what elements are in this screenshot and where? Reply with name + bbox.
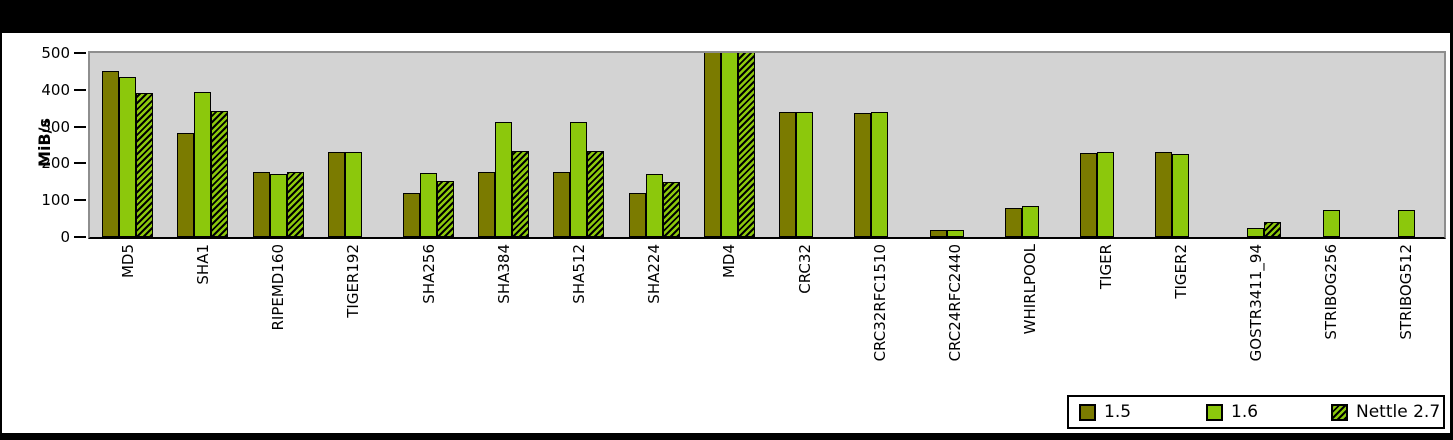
bar-SHA512-Nettle-2.7 bbox=[587, 151, 604, 237]
bar-SHA384-1.6 bbox=[495, 122, 512, 237]
legend-item-1.6: 1.6 bbox=[1206, 397, 1258, 427]
bar-STRIBOG256-1.6 bbox=[1323, 210, 1340, 237]
x-tick-label-GOSTR3411_94: GOSTR3411_94 bbox=[1247, 244, 1265, 362]
y-tick-label-400: 400 bbox=[41, 81, 70, 99]
legend-label: Nettle 2.7 bbox=[1356, 402, 1441, 422]
x-tick-label-SHA384: SHA384 bbox=[495, 244, 513, 304]
x-tick-label-STRIBOG256: STRIBOG256 bbox=[1322, 244, 1340, 340]
bar-WHIRLPOOL-1.5 bbox=[1005, 208, 1022, 237]
bar-CRC24RFC2440-1.5 bbox=[930, 230, 947, 237]
bar-TIGER-1.5 bbox=[1080, 153, 1097, 237]
y-tick-label-200: 200 bbox=[41, 154, 70, 172]
bar-SHA256-Nettle-2.7 bbox=[437, 181, 454, 237]
y-tick-mark-500 bbox=[74, 52, 86, 54]
x-tick-label-SHA256: SHA256 bbox=[420, 244, 438, 304]
x-tick-label-MD5: MD5 bbox=[119, 244, 137, 279]
bar-SHA384-1.5 bbox=[478, 172, 495, 237]
x-tick-label-CRC24RFC2440: CRC24RFC2440 bbox=[946, 244, 964, 362]
y-tick-label-100: 100 bbox=[41, 191, 70, 209]
x-tick-label-SHA224: SHA224 bbox=[645, 244, 663, 304]
bar-GOSTR3411_94-1.6 bbox=[1247, 228, 1264, 237]
y-tick-mark-200 bbox=[74, 162, 86, 164]
bar-CRC32RFC1510-1.5 bbox=[854, 113, 871, 237]
y-tick-label-300: 300 bbox=[41, 118, 70, 136]
bar-SHA224-1.5 bbox=[629, 193, 646, 237]
bar-SHA256-1.5 bbox=[403, 193, 420, 237]
y-tick-mark-0 bbox=[74, 236, 86, 238]
bar-MD4-1.6 bbox=[721, 53, 738, 237]
bar-SHA1-1.5 bbox=[177, 133, 194, 237]
bar-TIGER2-1.5 bbox=[1155, 152, 1172, 237]
y-tick-label-500: 500 bbox=[41, 44, 70, 62]
x-tick-label-TIGER: TIGER bbox=[1097, 244, 1115, 290]
legend-item-Nettle-2.7: Nettle 2.7 bbox=[1331, 397, 1440, 427]
x-tick-label-SHA512: SHA512 bbox=[570, 244, 588, 304]
bar-CRC24RFC2440-1.6 bbox=[947, 230, 964, 237]
legend-label: 1.5 bbox=[1104, 402, 1132, 422]
bar-SHA1-1.6 bbox=[194, 92, 211, 237]
y-tick-mark-100 bbox=[74, 199, 86, 201]
bar-TIGER192-1.5 bbox=[328, 152, 345, 237]
bar-SHA512-1.5 bbox=[553, 172, 570, 237]
x-tick-label-TIGER192: TIGER192 bbox=[344, 244, 362, 318]
legend-swatch-icon bbox=[1079, 403, 1096, 421]
legend-swatch-icon bbox=[1206, 403, 1223, 421]
bar-GOSTR3411_94-Nettle-2.7 bbox=[1264, 222, 1281, 237]
bar-CRC32RFC1510-1.6 bbox=[871, 112, 888, 237]
bar-SHA224-1.6 bbox=[646, 174, 663, 237]
bar-TIGER2-1.6 bbox=[1172, 154, 1189, 237]
x-tick-label-WHIRLPOOL: WHIRLPOOL bbox=[1021, 244, 1039, 335]
bar-WHIRLPOOL-1.6 bbox=[1022, 206, 1039, 237]
y-tick-mark-400 bbox=[74, 89, 86, 91]
x-tick-label-SHA1: SHA1 bbox=[194, 244, 212, 285]
bar-MD5-1.5 bbox=[102, 71, 119, 237]
bar-SHA224-Nettle-2.7 bbox=[663, 182, 680, 237]
bar-CRC32-1.6 bbox=[796, 112, 813, 237]
bar-TIGER192-1.6 bbox=[345, 152, 362, 237]
bar-SHA256-1.6 bbox=[420, 173, 437, 237]
bar-RIPEMD160-Nettle-2.7 bbox=[287, 172, 304, 237]
bar-STRIBOG512-1.6 bbox=[1398, 210, 1415, 237]
bar-SHA1-Nettle-2.7 bbox=[211, 111, 228, 237]
x-tick-label-STRIBOG512: STRIBOG512 bbox=[1397, 244, 1415, 340]
bar-RIPEMD160-1.5 bbox=[253, 172, 270, 237]
bar-MD5-Nettle-2.7 bbox=[136, 93, 153, 237]
legend-swatch-icon bbox=[1331, 403, 1348, 421]
bar-TIGER-1.6 bbox=[1097, 152, 1114, 237]
bar-RIPEMD160-1.6 bbox=[270, 174, 287, 237]
y-tick-mark-300 bbox=[74, 126, 86, 128]
chart-panel: MiB/s 0 100 200 300 400 500 MD5 SHA1 RIPEMD160 T… bbox=[2, 33, 1450, 433]
bar-SHA384-Nettle-2.7 bbox=[512, 151, 529, 237]
x-tick-label-TIGER2: TIGER2 bbox=[1172, 244, 1190, 299]
x-tick-label-MD4: MD4 bbox=[720, 244, 738, 279]
bar-SHA512-1.6 bbox=[570, 122, 587, 237]
legend: 1.5 1.6 Nettle 2.7 bbox=[1067, 395, 1445, 429]
plot-area bbox=[88, 51, 1446, 239]
bar-CRC32-1.5 bbox=[779, 112, 796, 237]
bar-MD4-1.5 bbox=[704, 53, 721, 237]
legend-label: 1.6 bbox=[1231, 402, 1259, 422]
x-tick-label-CRC32: CRC32 bbox=[796, 244, 814, 294]
legend-item-1.5: 1.5 bbox=[1079, 397, 1131, 427]
x-tick-label-CRC32RFC1510: CRC32RFC1510 bbox=[871, 244, 889, 362]
bar-MD5-1.6 bbox=[119, 77, 136, 237]
y-tick-label-0: 0 bbox=[60, 228, 70, 246]
x-tick-label-RIPEMD160: RIPEMD160 bbox=[269, 244, 287, 331]
bar-MD4-Nettle-2.7 bbox=[738, 53, 755, 237]
